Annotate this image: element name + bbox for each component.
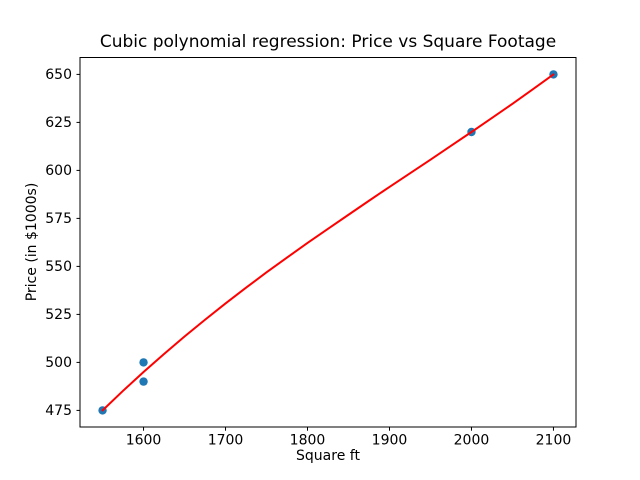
x-tick-label: 2100 [536,433,572,449]
y-tick-label: 525 [45,307,72,323]
x-axis-label: Square ft [296,448,360,464]
axes-frame [79,57,577,428]
x-tick-label: 2000 [454,433,490,449]
scatter-point [139,358,148,367]
x-tick-label: 1700 [208,433,244,449]
y-tick-label: 625 [45,115,72,131]
regression-curve [101,73,555,412]
x-tick-label: 1600 [126,433,162,449]
scatter-point [139,377,148,386]
y-tick-label: 575 [45,211,72,227]
chart-title: Cubic polynomial regression: Price vs Sq… [99,32,557,52]
y-tick-label: 550 [45,259,72,275]
y-tick-label: 475 [45,403,72,419]
x-tick-label: 1900 [372,433,408,449]
y-axis-label: Price (in $1000s) [24,182,40,302]
y-tick-label: 500 [45,355,72,371]
y-tick-label: 650 [45,67,72,83]
y-tick-label: 600 [45,163,72,179]
x-tick-label: 1800 [290,433,326,449]
